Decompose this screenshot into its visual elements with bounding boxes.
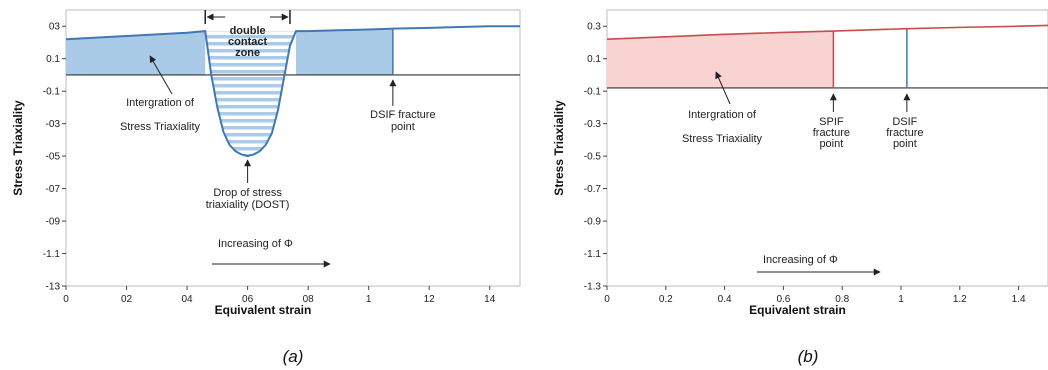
panel-b-integration-label: Intergration of: [688, 109, 757, 121]
panel-b-x-tick-label: 1.2: [953, 294, 967, 305]
panel-b-integration-fill: [607, 31, 834, 88]
panel-a-double-contact-label: contact: [228, 36, 267, 48]
panel-a-y-tick-label: -03: [46, 119, 61, 130]
panel-a-dost-label: triaxiality (DOST): [206, 199, 290, 211]
panel-a-y-tick-label: -0.1: [43, 87, 61, 98]
panel-b-increasing-label: Increasing of Φ: [763, 254, 838, 266]
panel-b-integration-arrow: [715, 71, 731, 105]
panel-a-double-contact-label: double: [230, 25, 266, 37]
panel-a-x-tick-label: 02: [121, 294, 133, 305]
panel-a-dsif-label: DSIF fracture: [370, 109, 435, 121]
panel-b-spif-label: fracture: [813, 127, 850, 139]
panel-a-x-tick-label: 08: [303, 294, 315, 305]
panel-b-x-tick-label: 1: [898, 294, 904, 305]
panel-a-panel-label: (a): [283, 347, 304, 366]
panel-b-y-axis-title: Stress Triaxiality: [552, 100, 566, 196]
panel-b-y-tick-label: -0.3: [584, 119, 602, 130]
panel-b-dsif-label: point: [893, 138, 917, 150]
panel-b-x-axis-title: Equivalent strain: [749, 303, 846, 317]
panel-b-series-line: [606, 24, 1048, 41]
panel-a-x-tick-label: 14: [484, 294, 496, 305]
panel-a-y-tick-label: -1.1: [43, 249, 61, 260]
panel-a-y-tick-label: -07: [46, 184, 61, 195]
panel-b-x-tick-label: 0.2: [659, 294, 673, 305]
panel-b-panel-label: (b): [798, 347, 819, 366]
panel-b-y-tick-label: -0.9: [584, 217, 602, 228]
panel-a-y-axis-title: Stress Triaxiality: [11, 100, 25, 196]
panel-b-dsif-label: DSIF: [892, 116, 917, 128]
panel-a-x-tick-label: 06: [242, 294, 254, 305]
panel-a-dost-label: Drop of stress: [213, 187, 282, 199]
panel-a-integration-arrow: [149, 55, 173, 95]
panel-b-y-tick-label: -0.7: [584, 184, 602, 195]
panel-b-integration-label: Stress Triaxiality: [682, 133, 763, 145]
panel-a-y-tick-label: -05: [46, 152, 61, 163]
panel-a-y-tick-label: -13: [46, 282, 61, 293]
panel-b-y-tick-label: -1.1: [584, 249, 602, 260]
panel-b-dsif-label: fracture: [886, 127, 923, 139]
panel-a-double-contact-label: zone: [235, 47, 260, 59]
panel-a-integration-fill-left: [66, 31, 206, 75]
panel-a-integration-fill-right: [296, 28, 393, 75]
panel-a-y-tick-label: -09: [46, 217, 61, 228]
panel-a-x-tick-label: 0: [63, 294, 69, 305]
panel-a-x-tick-label: 12: [424, 294, 436, 305]
panel-a-y-tick-label: 03: [49, 22, 61, 33]
panel-a-x-tick-label: 04: [182, 294, 194, 305]
panel-a-y-tick-label: 0.1: [46, 54, 60, 65]
panel-a-plot-frame: [65, 9, 521, 287]
panel-b-x-tick-label: 0.8: [835, 294, 849, 305]
panel-a-integration-label: Intergration of: [126, 97, 195, 109]
panel-a-dsif-label: point: [391, 121, 415, 133]
panel-b-y-tick-label: -1.3: [584, 282, 602, 293]
panel-a-x-axis-title: Equivalent strain: [215, 303, 312, 317]
panel-a-series-line: [65, 25, 520, 158]
panel-a-x-tick-label: 1: [366, 294, 372, 305]
panel-b-plot-frame: [606, 9, 1048, 287]
panel-b-y-tick-label: -0.5: [584, 152, 602, 163]
panel-b-x-tick-label: 0: [604, 294, 610, 305]
panel-a-increasing-label: Increasing of Φ: [218, 238, 293, 250]
panel-b-x-tick-label: 0.6: [776, 294, 790, 305]
panel-b-y-tick-label: 0.3: [587, 22, 601, 33]
panel-b-spif-label: point: [819, 138, 843, 150]
panel-b-spif-label: SPIF: [819, 116, 844, 128]
panel-b-x-tick-label: 1.4: [1012, 294, 1026, 305]
panel-b-y-tick-label: 0.1: [587, 54, 601, 65]
panel-a-integration-label: Stress Triaxiality: [120, 121, 201, 133]
panel-b-x-tick-label: 0.4: [718, 294, 732, 305]
panel-b-y-tick-label: -0.1: [584, 87, 602, 98]
